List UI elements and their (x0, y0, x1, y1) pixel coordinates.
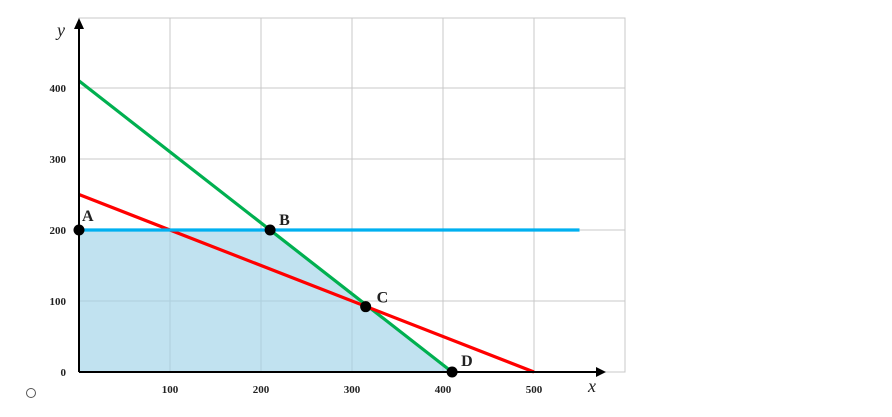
x-tick-label: 400 (435, 384, 452, 396)
x-axis-arrow-icon (596, 367, 606, 377)
vertex-point-d (446, 366, 458, 378)
y-axis-label: y (55, 20, 65, 40)
vertex-point-c (360, 301, 372, 313)
feasible-region (79, 230, 453, 372)
x-tick-label: 100 (162, 384, 179, 396)
vertex-label-a: A (82, 208, 94, 225)
x-tick-label: 200 (253, 384, 270, 396)
tick-labels: 100 200 300 400 500 0 100 200 300 400 (50, 83, 543, 396)
feasible-region-fill (79, 230, 453, 372)
vertex-label-b: B (279, 212, 290, 229)
vertex-label-c: C (377, 290, 389, 307)
y-tick-label: 0 (61, 367, 67, 379)
y-axis-arrow-icon (74, 18, 84, 29)
y-tick-label: 300 (50, 154, 67, 166)
vertex-point-b (264, 224, 276, 236)
y-tick-label: 100 (50, 296, 67, 308)
vertex-label-d: D (461, 353, 473, 370)
answer-option-radio[interactable] (26, 388, 36, 398)
x-axis-label: x (587, 376, 596, 396)
x-tick-label: 500 (526, 384, 543, 396)
vertex-point-a (73, 224, 85, 236)
constraint-line-1 (78, 79, 454, 374)
constraint-lines (78, 79, 580, 374)
x-tick-label: 300 (344, 384, 361, 396)
y-tick-label: 400 (50, 83, 67, 95)
y-tick-label: 200 (50, 225, 67, 237)
constraint-line-2 (78, 193, 535, 374)
vertex-points: A B C D (73, 208, 473, 378)
chart-axes (74, 18, 606, 377)
